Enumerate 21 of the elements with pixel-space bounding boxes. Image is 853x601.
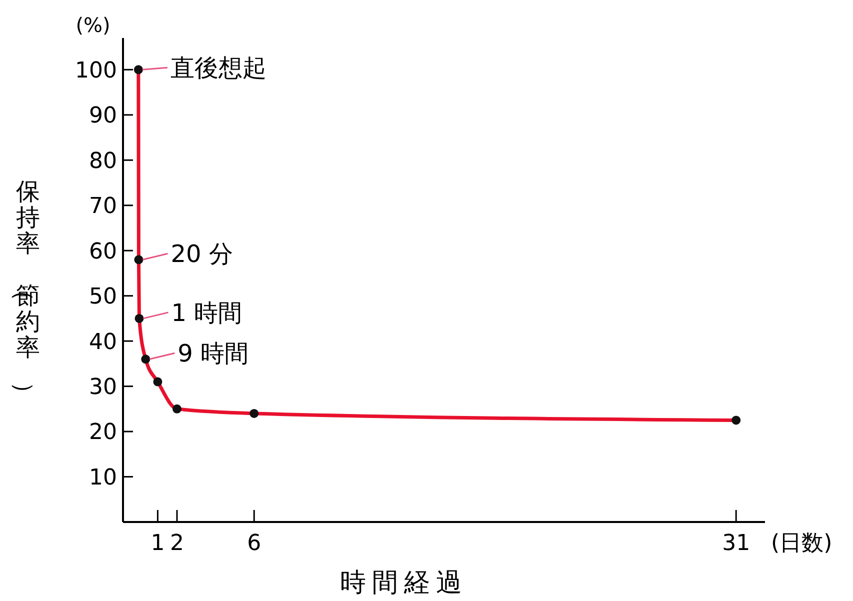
y-tick-label: 70	[89, 194, 117, 220]
x-tick-label: 2	[170, 531, 184, 556]
y-tick-label: 80	[89, 148, 117, 174]
y-tick-label: 20	[89, 420, 117, 446]
text: (%)	[76, 13, 110, 37]
text: (日数)	[771, 531, 832, 556]
y-tick-label: 60	[89, 239, 117, 264]
x-tick-label: 6	[247, 531, 262, 556]
x-tick-label: 1	[150, 531, 165, 556]
annotation: 直後想起	[170, 54, 266, 82]
y-tick-label: 40	[89, 330, 117, 355]
x-tick-label: 31	[722, 531, 750, 556]
annotation: 1 時間	[171, 298, 242, 327]
annotation: 9 時間	[178, 340, 249, 368]
x-axis-title: 時間経過	[340, 568, 468, 598]
y-tick-label: 100	[75, 58, 117, 84]
y-tick-label: 90	[89, 104, 117, 129]
annotation: 20 分	[170, 240, 233, 268]
y-tick-label: 50	[89, 284, 117, 310]
y-tick-label: 10	[89, 465, 117, 490]
y-tick-label: 30	[89, 375, 117, 400]
